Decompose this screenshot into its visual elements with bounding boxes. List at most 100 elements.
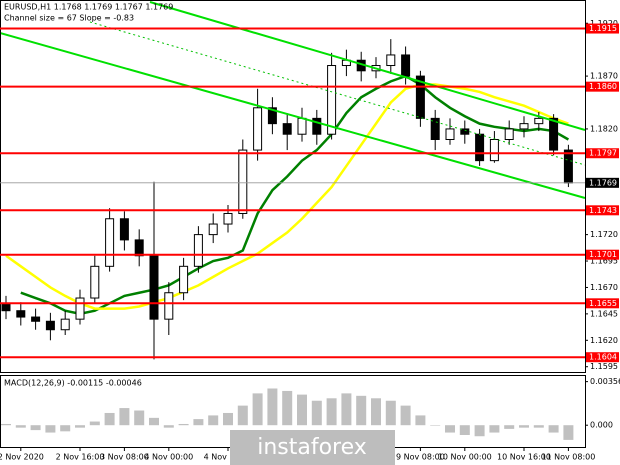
x-tick-label: 4 Nov 00:00 <box>144 453 193 462</box>
macd-bar <box>282 390 293 426</box>
y-tick-label: 1.1595 <box>590 362 618 371</box>
y-tick-label: 1.1670 <box>590 283 618 292</box>
level-label: 1.1604 <box>589 353 617 362</box>
candle-body <box>445 128 455 141</box>
x-tick-label: 2 Nov 16:00 <box>56 453 105 462</box>
macd-bar <box>548 425 559 433</box>
price-frame <box>0 0 586 373</box>
macd-bar <box>223 412 233 426</box>
level-label-box <box>586 249 619 260</box>
candle-body <box>415 75 425 119</box>
macd-bar <box>45 425 56 433</box>
macd-bar <box>1 423 11 426</box>
candle-body <box>534 117 544 125</box>
candle-body <box>193 234 203 267</box>
candle-body <box>297 117 307 135</box>
y-tick-label: 1.1645 <box>590 309 618 318</box>
macd-bar <box>533 425 544 428</box>
y-tick-label: 0.000 <box>590 421 613 430</box>
candle-body <box>549 117 559 151</box>
macd-bar <box>15 425 26 428</box>
chart-title: EURUSD,H1 1.1768 1.1769 1.1767 1.1769 <box>4 3 173 12</box>
level-label: 1.1860 <box>589 82 617 91</box>
candle-body <box>105 218 115 267</box>
macd-bar <box>119 408 130 426</box>
macd-bar <box>193 419 204 426</box>
macd-bar <box>489 425 500 433</box>
current-price-label: 1.1769 <box>589 178 617 187</box>
y-tick-label: 1.1920 <box>590 19 618 28</box>
x-tick-label: 10 Nov 00:00 <box>438 453 492 462</box>
y-tick-label: 1.1820 <box>590 124 618 133</box>
level-label: 1.1655 <box>589 299 617 308</box>
macd-bar <box>459 425 470 436</box>
candle-body <box>460 128 470 135</box>
macd-bar <box>326 398 337 426</box>
candle-body <box>504 128 514 141</box>
level-label: 1.1915 <box>589 24 617 33</box>
macd-bar <box>75 425 85 428</box>
x-tick-label: 4 Nov 16:00 <box>204 453 253 462</box>
macd-title: MACD(12,26,9) -0.00115 -0.00046 <box>4 379 142 388</box>
candle-body <box>238 149 248 214</box>
x-tick-label: 9 Nov 08:00 <box>396 453 445 462</box>
channel-upper <box>149 1 586 131</box>
macd-bar <box>104 412 115 426</box>
y-tick-label: 0.00356 <box>590 377 620 386</box>
macd-bar <box>134 410 145 426</box>
macd-bar <box>415 415 426 426</box>
candle-body <box>1 302 11 312</box>
macd-bar <box>519 425 529 428</box>
candle-body <box>31 316 41 322</box>
moving-average <box>20 74 570 316</box>
macd-bar <box>89 421 100 426</box>
y-tick-label: 1.1695 <box>590 257 618 266</box>
price-plot <box>1 39 574 440</box>
channel-lower <box>0 32 586 199</box>
x-tick-label: 2 Nov 2020 <box>0 453 44 462</box>
macd-bar <box>311 400 322 426</box>
level-label: 1.1701 <box>589 250 617 259</box>
candle-body <box>282 123 292 135</box>
candle-body <box>430 117 440 141</box>
y-tick-label: 1.1720 <box>590 230 618 239</box>
candle-body <box>312 117 322 135</box>
x-tick-label: 10 Nov 16:00 <box>497 453 551 462</box>
candle-body <box>386 54 396 67</box>
current-price-box <box>586 177 619 188</box>
macd-bar <box>445 425 455 433</box>
candle-body <box>164 292 174 320</box>
candle-body <box>60 318 70 331</box>
channel-middle <box>89 21 586 166</box>
candle-body <box>134 239 144 257</box>
macd-bar <box>474 425 485 437</box>
macd-bar <box>163 425 174 428</box>
level-label: 1.1797 <box>589 149 617 158</box>
level-label-box <box>586 23 619 34</box>
macd-bar <box>504 425 515 429</box>
candle-body <box>119 218 129 241</box>
x-tick-label: 11 Nov 08:00 <box>541 453 595 462</box>
macd-bar <box>356 395 367 426</box>
candle-body <box>489 139 499 162</box>
y-tick-label: 1.1870 <box>590 72 618 81</box>
level-label-box <box>586 298 619 309</box>
candle-body <box>327 65 337 135</box>
candle-body <box>45 320 55 331</box>
level-label-box <box>586 352 619 363</box>
macd-bar <box>385 400 396 426</box>
candle-body <box>149 255 159 320</box>
macd-bar <box>267 388 278 426</box>
level-label-box <box>586 205 619 216</box>
macd-bar <box>297 394 307 426</box>
macd-bar <box>371 398 381 426</box>
candle-body <box>16 310 26 318</box>
macd-bar <box>563 425 574 440</box>
macd-bar <box>400 405 411 426</box>
watermark-box <box>230 430 395 465</box>
candle-body <box>223 212 233 225</box>
candle-body <box>75 297 85 320</box>
y-tick-label: 1.1620 <box>590 336 618 345</box>
